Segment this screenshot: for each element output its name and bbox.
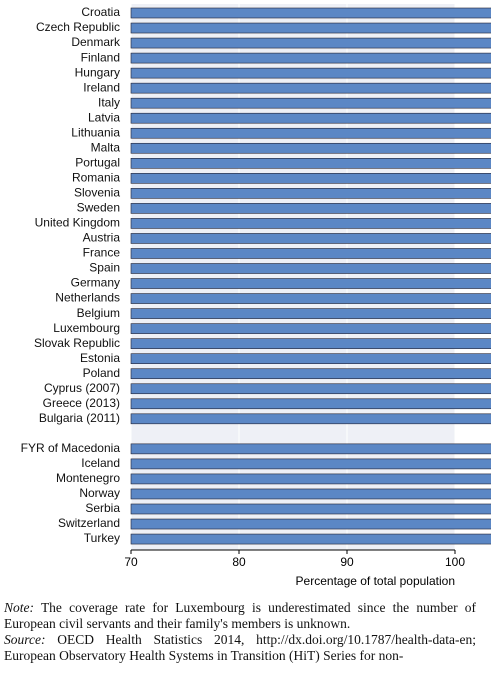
y-tick-label: Bulgaria (2011) <box>39 411 120 425</box>
y-tick-label: Serbia <box>85 501 120 515</box>
bar <box>130 203 491 214</box>
y-tick-label: Sweden <box>77 201 120 215</box>
y-tick-label: Iceland <box>81 456 120 470</box>
y-tick-label: Belgium <box>77 306 120 320</box>
y-tick-label: Turkey <box>84 531 120 545</box>
x-tick-label: 100 <box>445 555 465 569</box>
y-tick-label: Czech Republic <box>36 20 120 34</box>
note: Note: The coverage rate for Luxembourg i… <box>4 600 476 632</box>
bar <box>130 188 491 199</box>
bar <box>130 97 491 109</box>
bar <box>130 443 491 455</box>
bar <box>130 218 491 229</box>
bar <box>130 112 491 124</box>
bar <box>130 473 491 485</box>
bar <box>130 518 491 530</box>
y-tick-label: Greece (2013) <box>43 396 120 410</box>
bar <box>130 142 491 154</box>
y-tick-label: Romania <box>72 171 120 185</box>
y-tick-label: Luxembourg <box>53 321 120 335</box>
y-tick-label: Malta <box>91 140 121 154</box>
bar <box>130 173 491 184</box>
y-tick-label: Austria <box>83 231 121 245</box>
bar <box>130 413 491 425</box>
y-tick-label: Italy <box>98 95 120 109</box>
bar <box>130 383 491 395</box>
bar <box>130 458 491 470</box>
y-tick-label: Slovenia <box>74 186 120 200</box>
x-tick-label: 70 <box>124 555 138 569</box>
y-tick-label: Montenegro <box>56 471 120 485</box>
y-tick-label: Germany <box>71 276 120 290</box>
bar <box>130 248 491 259</box>
bar <box>130 338 491 349</box>
bar <box>130 127 491 139</box>
bar <box>130 353 491 364</box>
bar <box>130 7 491 19</box>
y-tick-label: Denmark <box>71 35 121 49</box>
bar <box>130 67 491 79</box>
y-tick-label: Poland <box>83 366 120 380</box>
y-tick-label: Netherlands <box>55 291 120 305</box>
source-text: OECD Health Statistics 2014, http://dx.d… <box>4 632 476 663</box>
bar <box>130 233 491 244</box>
y-tick-label: Finland <box>81 50 120 64</box>
x-axis-label: Percentage of total population <box>296 574 455 588</box>
y-tick-label: Norway <box>79 486 120 500</box>
source: Source: OECD Health Statistics 2014, htt… <box>4 632 476 664</box>
bar <box>130 82 491 94</box>
source-label: Source: <box>4 632 46 647</box>
y-tick-label: Spain <box>89 261 120 275</box>
y-tick-label: Lithuania <box>71 125 120 139</box>
x-tick-label: 90 <box>340 555 354 569</box>
y-tick-label: Cyprus (2007) <box>44 381 120 395</box>
bar <box>130 37 491 49</box>
note-text: The coverage rate for Luxembourg is unde… <box>4 600 476 631</box>
bar <box>130 368 491 380</box>
bar <box>130 293 491 304</box>
y-tick-label: Slovak Republic <box>34 336 120 350</box>
bar <box>130 398 491 410</box>
y-tick-label: Ireland <box>83 80 120 94</box>
chart: Percentage of total population 70 80 90 100… <box>21 4 491 588</box>
bar <box>130 22 491 34</box>
notes: Note: The coverage rate for Luxembourg i… <box>4 600 476 664</box>
y-tick-label: Estonia <box>80 351 120 365</box>
y-tick-label: Hungary <box>75 65 120 79</box>
y-tick-label: France <box>83 246 121 260</box>
bar <box>130 323 491 334</box>
bar <box>130 278 491 289</box>
y-tick-label: Portugal <box>75 155 120 169</box>
bar <box>130 158 491 169</box>
note-label: Note: <box>4 600 34 615</box>
bar <box>130 263 491 274</box>
y-tick-label: United Kingdom <box>35 216 120 230</box>
bar <box>130 488 491 500</box>
bar <box>130 503 491 515</box>
bar <box>130 52 491 64</box>
y-tick-label: Latvia <box>88 110 120 124</box>
x-tick-label: 80 <box>232 555 246 569</box>
y-tick-label: FYR of Macedonia <box>21 441 121 455</box>
bar <box>130 533 491 545</box>
y-tick-label: Switzerland <box>58 516 120 530</box>
y-tick-label: Croatia <box>81 5 120 19</box>
bar <box>130 308 491 319</box>
